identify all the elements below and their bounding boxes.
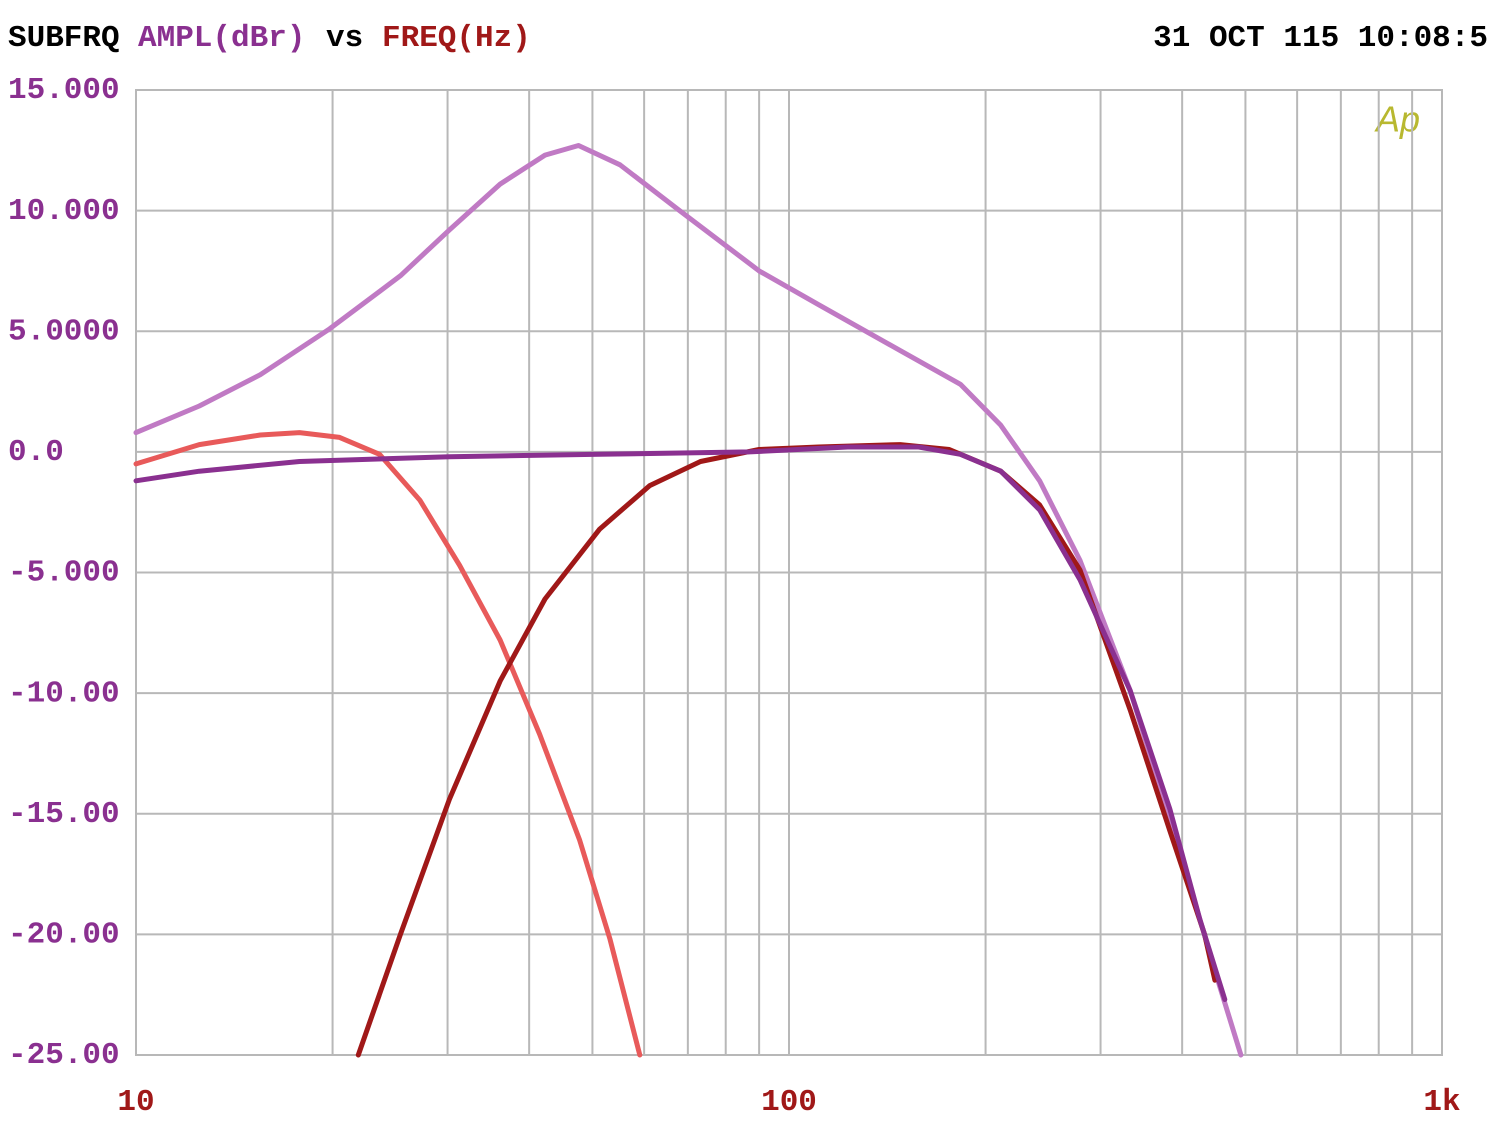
series-line xyxy=(133,444,1228,1002)
y-tick-label: -10.00 xyxy=(8,676,120,711)
x-axis-label: FREQ(Hz) xyxy=(382,21,531,56)
y-tick-label: 15.000 xyxy=(8,73,120,108)
series-line xyxy=(133,143,1244,1058)
chart-header: SUBFRQ AMPL(dBr) vs FREQ(Hz) xyxy=(8,21,531,56)
title-connector: vs xyxy=(326,21,363,56)
x-tick-label: 100 xyxy=(761,1085,817,1120)
y-tick-label: -25.00 xyxy=(8,1038,120,1073)
x-tick-label: 1k xyxy=(1423,1085,1460,1120)
chart-title: SUBFRQ xyxy=(8,21,120,56)
x-tick-label: 10 xyxy=(117,1085,154,1120)
y-axis-label: AMPL(dBr) xyxy=(138,21,305,56)
y-tick-label: 5.0000 xyxy=(8,314,120,349)
y-tick-label: -15.00 xyxy=(8,797,120,832)
series-line xyxy=(133,430,643,1058)
y-tick-label: 10.000 xyxy=(8,194,120,229)
y-tick-label: -20.00 xyxy=(8,918,120,953)
y-tick-label: -5.000 xyxy=(8,556,120,591)
plot-frame xyxy=(135,89,1443,1056)
y-tick-label: 0.0 xyxy=(8,435,64,470)
timestamp: 31 OCT 115 10:08:5 xyxy=(1153,21,1488,56)
